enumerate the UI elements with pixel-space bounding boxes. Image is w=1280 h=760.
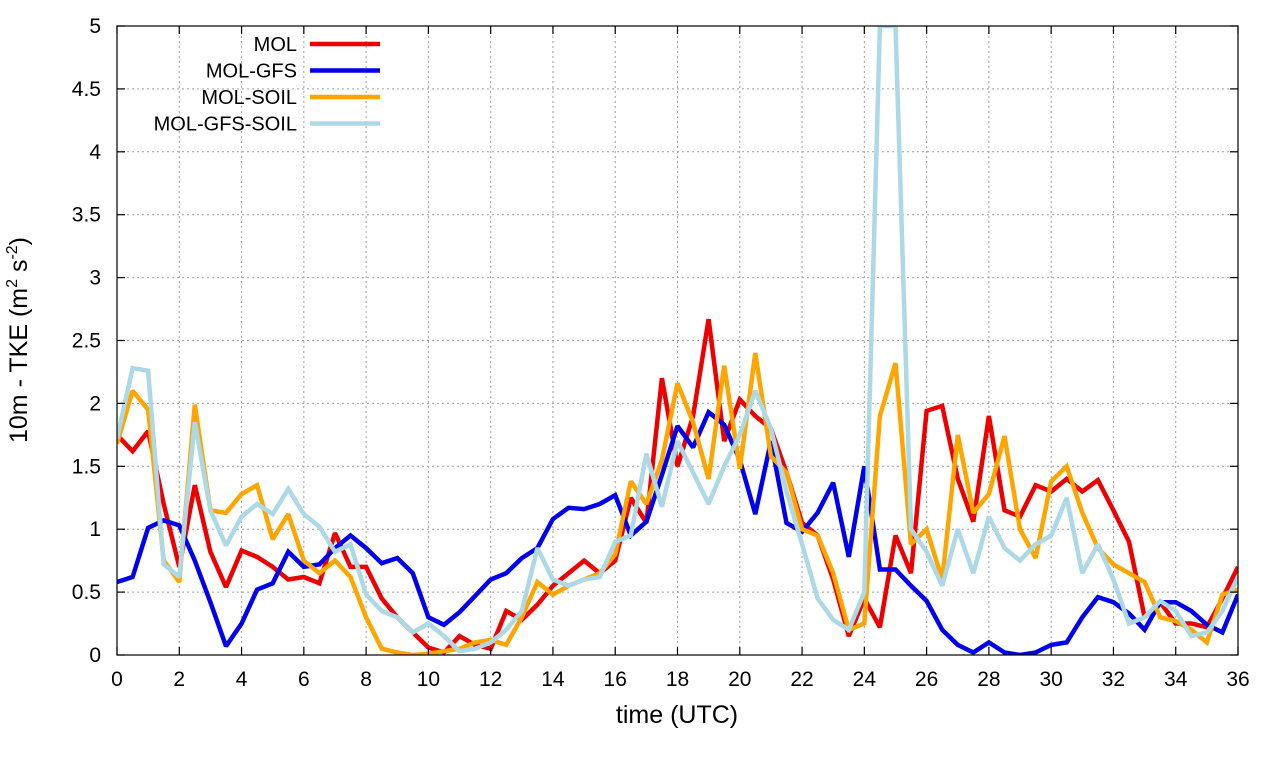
axis-ticks: 00.511.522.533.544.550 2 4 6 8 10 12 14 16 18 20 22… bbox=[72, 15, 1250, 691]
y-axis-label-part: s bbox=[5, 260, 33, 279]
x-tick-label: 12 bbox=[479, 668, 502, 691]
legend-label-mol-gfs: MOL-GFS bbox=[206, 61, 297, 83]
y-tick-label: 1.5 bbox=[72, 455, 101, 478]
legend-label-mol-soil: MOL-SOIL bbox=[201, 87, 297, 109]
x-tick-label: 0 bbox=[111, 668, 123, 691]
x-tick-label: 20 bbox=[728, 668, 751, 691]
x-tick-label: 36 bbox=[1226, 668, 1249, 691]
x-tick-label: 32 bbox=[1102, 668, 1125, 691]
x-tick-label: 14 bbox=[541, 668, 565, 691]
y-tick-label: 4.5 bbox=[72, 78, 101, 101]
y-axis-label-part: ) bbox=[5, 237, 33, 245]
y-tick-label: 3 bbox=[89, 267, 101, 290]
y-axis-label-superscript: 2 bbox=[4, 279, 21, 288]
grid bbox=[117, 26, 1238, 655]
series-lines bbox=[117, 26, 1238, 655]
series-line-mol-gfs-soil bbox=[117, 26, 1238, 654]
x-tick-label: 28 bbox=[977, 668, 1000, 691]
x-tick-label: 10 bbox=[417, 668, 440, 691]
y-axis-label: 10m - TKE (m2 s-2) bbox=[4, 237, 33, 443]
y-axis-label-part: 10m - TKE (m bbox=[5, 288, 33, 443]
y-tick-label: 5 bbox=[89, 15, 101, 38]
series-line-mol-gfs bbox=[117, 408, 1238, 655]
y-tick-label: 2 bbox=[89, 392, 101, 415]
y-tick-label: 0.5 bbox=[72, 581, 101, 604]
x-tick-label: 4 bbox=[236, 668, 248, 691]
legend-label-mol-gfs-soil: MOL-GFS-SOIL bbox=[154, 114, 297, 136]
x-tick-label: 2 bbox=[173, 668, 185, 691]
x-tick-label: 24 bbox=[853, 668, 877, 691]
x-tick-label: 22 bbox=[790, 668, 813, 691]
y-tick-label: 4 bbox=[89, 141, 101, 164]
legend-label-mol: MOL bbox=[254, 34, 297, 56]
y-axis-label-superscript: -2 bbox=[4, 245, 21, 259]
x-tick-label: 6 bbox=[298, 668, 310, 691]
x-tick-label: 26 bbox=[915, 668, 938, 691]
y-tick-label: 1 bbox=[89, 518, 101, 541]
x-tick-label: 8 bbox=[360, 668, 372, 691]
x-axis-label: time (UTC) bbox=[616, 701, 738, 729]
y-tick-label: 3.5 bbox=[72, 204, 101, 227]
y-tick-label: 0 bbox=[89, 644, 101, 667]
series-line-mol-soil bbox=[117, 352, 1238, 655]
x-tick-label: 18 bbox=[666, 668, 689, 691]
x-tick-label: 30 bbox=[1039, 668, 1062, 691]
x-tick-label: 34 bbox=[1164, 668, 1188, 691]
legend: MOL MOL-GFS MOL-SOIL MOL-GFS-SOIL bbox=[154, 34, 380, 136]
y-tick-label: 2.5 bbox=[72, 330, 101, 353]
x-tick-label: 16 bbox=[604, 668, 627, 691]
